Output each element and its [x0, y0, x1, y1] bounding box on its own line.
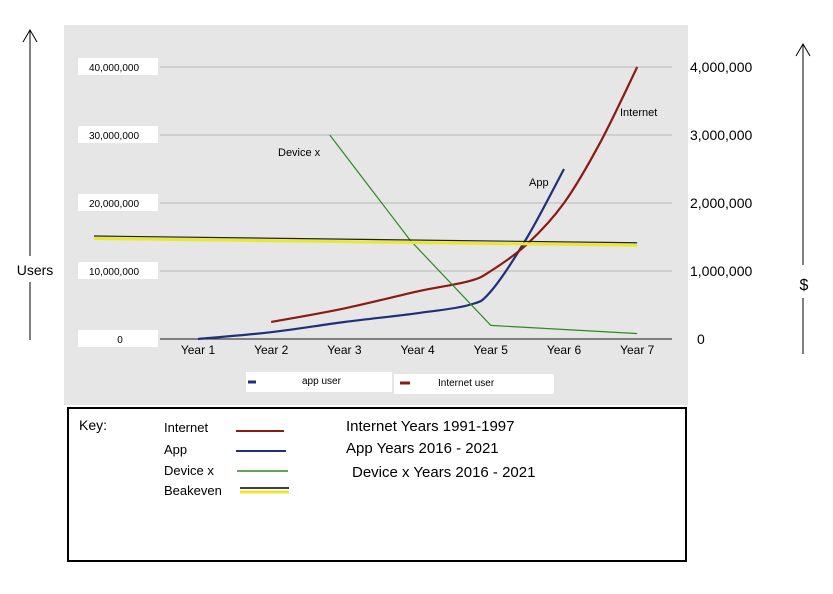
right-axis-arrow	[795, 43, 811, 354]
series-label-device-x: Device x	[278, 147, 321, 159]
x-tick-label: Year 4	[400, 343, 435, 357]
y-left-tick-box	[78, 262, 158, 279]
y-right-tick-label: 3,000,000	[690, 127, 752, 143]
key-item-app: App	[164, 442, 187, 457]
series-lines	[93, 66, 639, 341]
y-left-tick-box	[78, 58, 158, 75]
y-left-tick-label: 40,000,000	[89, 63, 139, 74]
key-note-device-x: Device x Years 2016 - 2021	[352, 464, 535, 481]
legend-label-internet-user: Internet user	[438, 378, 495, 389]
series-line-app-user	[197, 168, 565, 341]
y-left-tick-label: 30,000,000	[89, 131, 139, 142]
y-left-tick-label: 20,000,000	[89, 199, 139, 210]
key-item-device-x: Device x	[164, 463, 214, 478]
y-left-tick-box	[78, 330, 158, 347]
y-left-tick-label: 10,000,000	[89, 267, 139, 278]
x-tick-label: Year 6	[547, 343, 582, 357]
chart-legend: app user Internet user	[246, 372, 554, 394]
y-right-tick-label: 4,000,000	[690, 59, 752, 75]
series-line-beakeven	[93, 237, 638, 247]
y-right-label: $	[800, 277, 809, 294]
y-left-ticks: 0 10,000,000 20,000,000 30,000,000 40,000,00…	[78, 58, 158, 347]
gridlines	[160, 66, 672, 340]
key-note-internet: Internet Years 1991-1997	[346, 418, 514, 435]
y-right-tick-label: 1,000,000	[690, 263, 752, 279]
x-tick-label: Year 7	[620, 343, 655, 357]
x-axis-ticks: Year 1 Year 2 Year 3 Year 4 Year 5 Year 6 Year…	[181, 343, 655, 357]
key-note-app: App Years 2016 - 2021	[346, 440, 499, 457]
y-left-tick-label: 0	[117, 335, 123, 346]
plot-background	[64, 25, 688, 405]
x-tick-label: Year 3	[327, 343, 362, 357]
key-title: Key:	[79, 417, 107, 433]
x-tick-label: Year 5	[474, 343, 509, 357]
y-left-tick-box	[78, 194, 158, 211]
legend-label-app-user: app user	[302, 376, 342, 387]
y-right-tick-label: 2,000,000	[690, 195, 752, 211]
y-left-label: Users	[17, 262, 54, 278]
series-label-internet: Internet	[620, 107, 657, 119]
y-right-tick-label: 0	[697, 331, 705, 347]
key-box: Key: Internet Internet Years 1991-1997 A…	[67, 407, 687, 562]
y-right-ticks: 0 1,000,000 2,000,000 3,000,000 4,000,000	[690, 59, 752, 347]
y-left-tick-box	[78, 126, 158, 143]
series-line-beakeven-shadow	[93, 235, 638, 244]
series-line-device-x	[329, 134, 638, 335]
series-line-internet-user	[270, 66, 639, 324]
left-axis-arrow	[22, 29, 38, 340]
key-item-beakeven: Beakeven	[164, 483, 222, 498]
x-tick-label: Year 2	[254, 343, 289, 357]
x-tick-label: Year 1	[181, 343, 216, 357]
key-item-internet: Internet	[164, 420, 208, 435]
series-label-app: App	[529, 177, 549, 189]
